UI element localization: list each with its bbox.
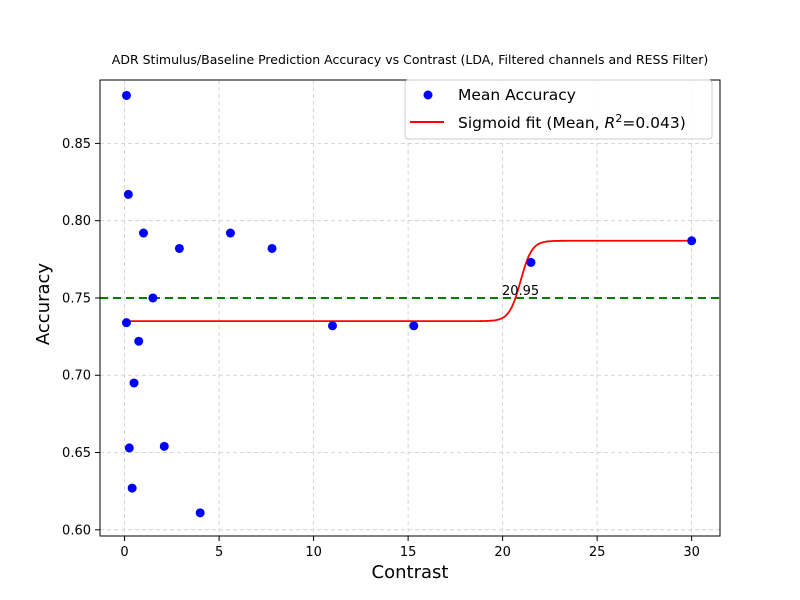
sigmoid-fit-line	[126, 239, 692, 323]
scatter-point	[134, 336, 144, 346]
x-tick-label: 5	[215, 545, 223, 560]
x-axis-ticks: 0 5 10 15 20 25 30	[120, 536, 700, 560]
scatter-point	[195, 508, 205, 518]
scatter-point	[328, 321, 337, 331]
scatter-point	[148, 293, 158, 303]
y-tick-label: 0.65	[62, 446, 91, 461]
scatter-point	[124, 443, 134, 453]
y-tick-label: 0.80	[62, 214, 91, 229]
y-tick-label: 0.75	[62, 291, 91, 306]
scatter-points	[121, 90, 697, 518]
legend: Mean Accuracy Sigmoid fit (Mean, R2=0.04…	[404, 79, 713, 140]
x-tick-label: 20	[494, 545, 511, 560]
x-axis-label: Contrast	[372, 562, 449, 583]
annotation-label: 20.95	[502, 284, 539, 299]
y-tick-label: 0.85	[62, 137, 91, 152]
legend-line-prefix: Sigmoid fit (Mean,	[458, 114, 605, 132]
scatter-point	[159, 441, 169, 451]
plot-frame	[99, 79, 721, 537]
scatter-point	[129, 378, 139, 388]
scatter-point	[121, 318, 131, 328]
scatter-point	[174, 243, 184, 253]
scatter-point	[409, 321, 419, 331]
y-tick-label: 0.70	[62, 369, 91, 384]
x-tick-label: 25	[589, 545, 606, 560]
legend-line-r: R	[605, 114, 616, 132]
y-axis-ticks: 0.60 0.65 0.70 0.75 0.80 0.85	[62, 137, 100, 538]
chart-title: ADR Stimulus/Baseline Prediction Accurac…	[112, 52, 708, 67]
scatter-point	[123, 189, 133, 199]
scatter-point	[121, 90, 131, 100]
y-tick-label: 0.60	[62, 523, 91, 538]
x-tick-label: 10	[305, 545, 322, 560]
legend-scatter-label: Mean Accuracy	[458, 86, 576, 104]
legend-box	[404, 79, 713, 140]
scatter-point	[526, 257, 536, 267]
y-axis-label: Accuracy	[33, 263, 54, 346]
scatter-point	[225, 228, 235, 238]
scatter-point	[138, 228, 148, 238]
x-tick-label: 0	[120, 545, 128, 560]
legend-line-sup: 2	[615, 112, 622, 125]
legend-scatter-marker	[423, 90, 433, 100]
grid	[100, 80, 720, 536]
x-tick-label: 15	[400, 545, 417, 560]
annotations: 20.95	[502, 284, 539, 299]
legend-line-suffix: =0.043)	[622, 114, 685, 132]
scatter-point	[687, 236, 697, 246]
legend-line-label: Sigmoid fit (Mean, R2=0.043)	[458, 112, 686, 132]
scatter-point	[267, 243, 277, 253]
scatter-point	[127, 483, 137, 493]
x-tick-label: 30	[683, 545, 700, 560]
